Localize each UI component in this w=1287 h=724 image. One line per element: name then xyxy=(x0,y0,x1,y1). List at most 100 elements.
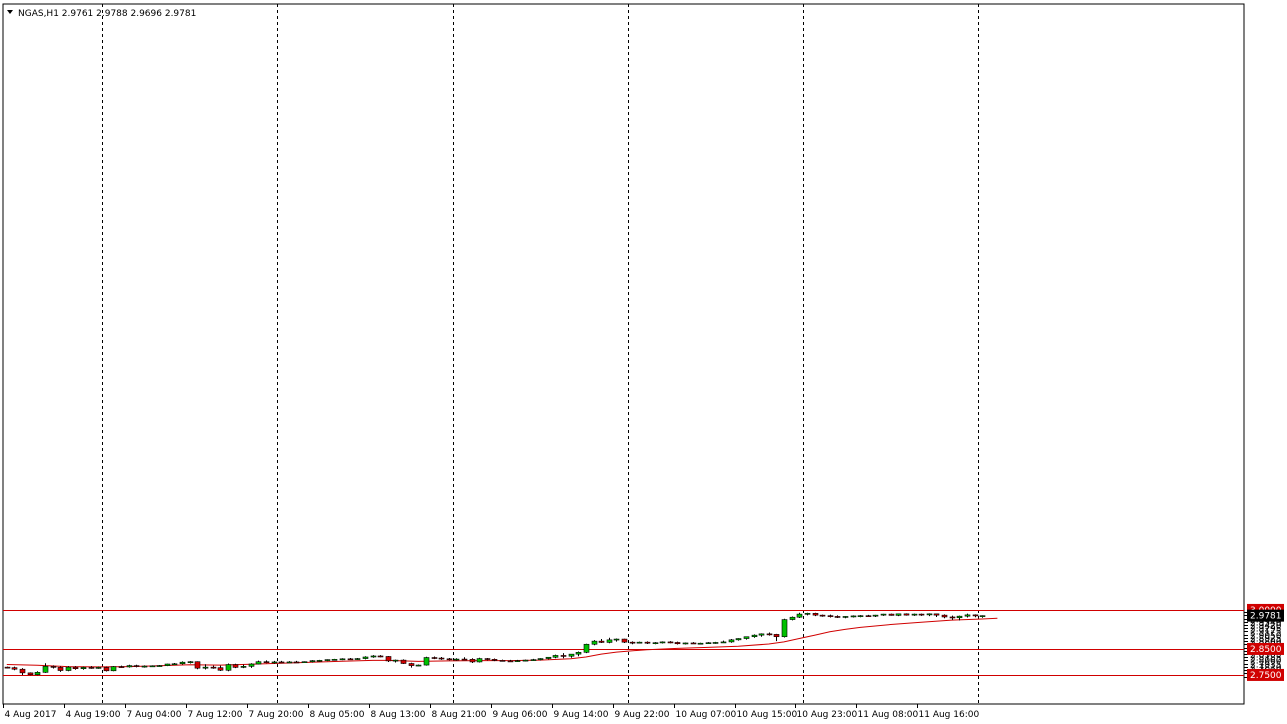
level-label[interactable]: 2.7500 xyxy=(1247,668,1284,681)
candle-body-bear xyxy=(431,657,438,659)
candle xyxy=(712,641,719,644)
candle xyxy=(476,657,483,663)
price-tick-label: 2.9050 xyxy=(1250,632,1282,642)
candle xyxy=(789,616,796,621)
candle-body-bull xyxy=(187,661,194,663)
candle-body-bear xyxy=(133,665,140,667)
candle xyxy=(415,664,422,667)
candle xyxy=(423,656,430,666)
level-label-text: 2.7500 xyxy=(1250,671,1282,681)
candle xyxy=(225,663,232,672)
candle-body-bear xyxy=(507,660,514,663)
time-tick-label: 9 Aug 06:00 xyxy=(493,710,548,720)
candle xyxy=(42,663,49,673)
candle-body-bull xyxy=(42,666,49,673)
candle xyxy=(903,613,910,616)
candle-body-bull xyxy=(179,661,186,665)
candle-body-bull xyxy=(842,616,849,618)
candle-body-bear xyxy=(50,666,57,668)
candle-body-bull xyxy=(339,658,346,661)
candle-body-bull xyxy=(34,672,41,675)
candle xyxy=(286,661,293,664)
candle-body-bull xyxy=(552,655,559,658)
price-tick-label: 2.8305 xyxy=(1250,651,1282,661)
candle xyxy=(362,656,369,660)
candle-body-bear xyxy=(644,641,651,644)
candle-body-bull xyxy=(911,613,918,616)
candle xyxy=(377,655,384,658)
plot-area[interactable] xyxy=(2,3,1245,705)
candle xyxy=(240,664,247,669)
candle xyxy=(484,658,491,661)
level-label[interactable]: 2.8500 xyxy=(1247,642,1284,655)
candle-body-bear xyxy=(629,641,636,644)
candle-body-bear xyxy=(621,638,628,643)
candle xyxy=(735,638,742,641)
candle xyxy=(857,615,864,618)
candle xyxy=(347,658,354,661)
candle-body-bull xyxy=(636,641,643,644)
candle xyxy=(453,658,460,661)
time-tick-label: 9 Aug 14:00 xyxy=(554,710,609,720)
time-axis[interactable]: 4 Aug 2017 4 Aug 19:00 7 Aug 04:00 7 Aug 12… xyxy=(3,704,980,720)
candle xyxy=(65,666,72,672)
candle-body-bear xyxy=(972,614,979,617)
candle-body-bull xyxy=(712,642,719,644)
candle xyxy=(865,614,872,617)
candle-body-bull xyxy=(522,659,529,662)
candle-body-bull xyxy=(392,659,399,662)
candle xyxy=(339,658,346,661)
candle-body-bull xyxy=(537,658,544,660)
time-tick-label: 11 Aug 08:00 xyxy=(858,710,919,720)
candle xyxy=(95,666,102,669)
candle-body-bull xyxy=(171,663,178,666)
candle-body-bear xyxy=(484,658,491,660)
candle xyxy=(88,666,95,669)
candle xyxy=(491,658,498,662)
candle-body-bear xyxy=(812,613,819,616)
candle-body-bull xyxy=(164,663,171,666)
price-tick-label: 2.7935 xyxy=(1250,661,1282,671)
candle-body-bull xyxy=(728,639,735,643)
candle xyxy=(80,666,87,670)
candle-body-bear xyxy=(210,666,217,669)
header: NGAS,H1 2.9761 2.9788 2.9696 2.9781 xyxy=(7,9,196,19)
candle-body-bull xyxy=(735,638,742,641)
price-tick-label: 2.8185 xyxy=(1250,654,1282,664)
candle-body-bear xyxy=(560,655,567,657)
candle xyxy=(751,634,758,638)
candle xyxy=(644,641,651,644)
candle-body-bull xyxy=(857,615,864,617)
candle xyxy=(446,658,453,661)
candle-body-bear xyxy=(491,659,498,661)
candle xyxy=(743,636,750,640)
candle xyxy=(110,666,117,672)
candle xyxy=(758,633,765,637)
candle-body-bull xyxy=(362,656,369,659)
candle-body-bear xyxy=(438,657,445,660)
candle xyxy=(926,613,933,617)
time-tick-label: 10 Aug 07:00 xyxy=(676,710,737,720)
time-tick-label: 4 Aug 2017 xyxy=(5,710,57,720)
price-axis[interactable]: 2.99152.97902.96652.95402.94202.92952.91… xyxy=(1244,603,1284,684)
candle xyxy=(956,615,963,621)
candle xyxy=(568,653,575,658)
candle-body-bear xyxy=(347,658,354,661)
candle-body-bull xyxy=(751,634,758,638)
candle-body-bull xyxy=(476,658,483,663)
candle-body-bear xyxy=(499,660,506,662)
candle-body-bull xyxy=(545,656,552,659)
candle xyxy=(187,661,194,664)
candle-body-bull xyxy=(301,661,308,663)
candle-body-bear xyxy=(72,666,79,670)
price-tick-label: 2.8800 xyxy=(1250,638,1282,648)
menu-triangle-icon xyxy=(7,10,13,14)
candle xyxy=(309,660,316,663)
candle-body-bull xyxy=(804,613,811,615)
candle-body-bull xyxy=(415,664,422,667)
candle-body-bull xyxy=(613,638,620,641)
level-label-box xyxy=(1247,642,1284,655)
time-tick-label: 8 Aug 05:00 xyxy=(310,710,365,720)
symbol-header-text: NGAS,H1 2.9761 2.9788 2.9696 2.9781 xyxy=(18,9,196,19)
